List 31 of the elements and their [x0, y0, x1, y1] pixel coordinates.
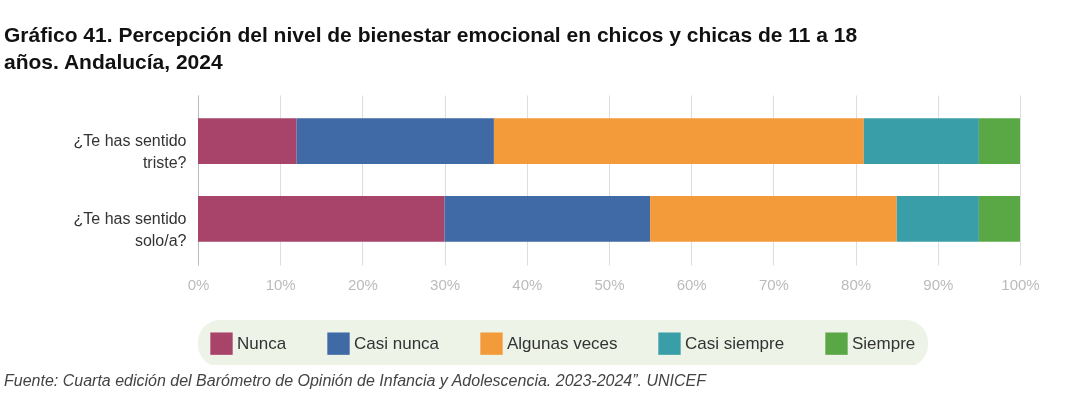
x-tick-label: 40%: [512, 275, 543, 293]
text: años. Andalucía, 2024: [4, 50, 223, 73]
bar: [198, 195, 445, 242]
source-note: Fuente: Cuarta edición del Barómetro de Opinión de Infancia y Adolescencia. 2023-2024”. UNICEF: [4, 372, 707, 390]
bar: [296, 118, 494, 165]
legend-label: Siempre: [852, 333, 916, 353]
x-tick-label: 90%: [923, 275, 954, 293]
bar: [863, 118, 979, 165]
text: Gráfico 41. Percepción del nivel de bienestar emocional en chicos y chicas de 11 a 18: [4, 23, 858, 46]
x-tick-label: 70%: [758, 275, 789, 293]
bar: [978, 118, 1020, 165]
x-tick-label: 10%: [265, 275, 296, 293]
bar: [896, 195, 979, 242]
bar: [978, 195, 1020, 242]
legend-label: Casi siempre: [685, 333, 785, 353]
y-tick-label: ¿Te has sentido solo/a?: [73, 209, 187, 249]
legend-label: Nunca: [237, 333, 287, 353]
legend-label: Casi nunca: [354, 333, 440, 353]
x-tick-label: 100%: [1001, 275, 1040, 293]
bar: [444, 195, 651, 242]
bar: [650, 195, 897, 242]
x-tick-label: 60%: [676, 275, 707, 293]
y-tick-label: ¿Te has sentido triste?: [73, 132, 187, 172]
x-tick-label: 20%: [347, 275, 378, 293]
x-tick-label: 0%: [187, 275, 210, 293]
bar: [198, 118, 297, 165]
legend-label: Algunas veces: [507, 333, 618, 353]
bar: [493, 118, 864, 165]
x-tick-label: 50%: [594, 275, 625, 293]
x-tick-label: 80%: [841, 275, 872, 293]
x-tick-label: 30%: [430, 275, 461, 293]
